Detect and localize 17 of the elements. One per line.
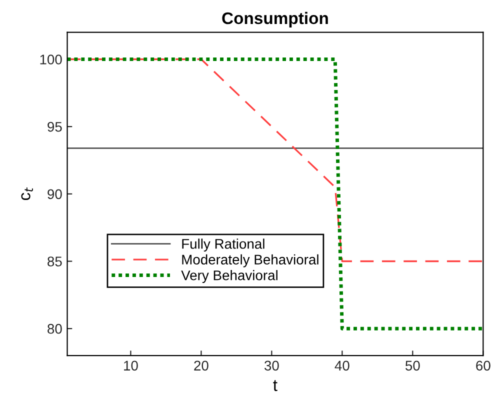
x-axis-title: t bbox=[273, 380, 278, 392]
legend-label: Very Behavioral bbox=[181, 270, 278, 283]
y-tick-label: 100 bbox=[40, 54, 62, 64]
y-tick-label: 95 bbox=[48, 122, 62, 132]
chart-title: Consumption bbox=[222, 12, 328, 28]
x-tick-label: 60 bbox=[476, 360, 490, 371]
y-tick-label: 80 bbox=[48, 324, 62, 334]
legend-label: Fully Rational bbox=[182, 238, 264, 252]
x-tick-label: 30 bbox=[264, 360, 279, 371]
legend-label: Moderately Behavioral bbox=[182, 254, 318, 268]
x-tick-label: 10 bbox=[124, 360, 138, 371]
y-tick-label: 85 bbox=[48, 256, 62, 266]
x-tick-label: 50 bbox=[405, 360, 420, 371]
y-tick-label: 90 bbox=[48, 189, 62, 200]
x-tick-label: 40 bbox=[334, 360, 350, 371]
y-axis-title: c$_{t}$ bbox=[21, 187, 33, 200]
x-tick-label: 20 bbox=[194, 360, 208, 371]
